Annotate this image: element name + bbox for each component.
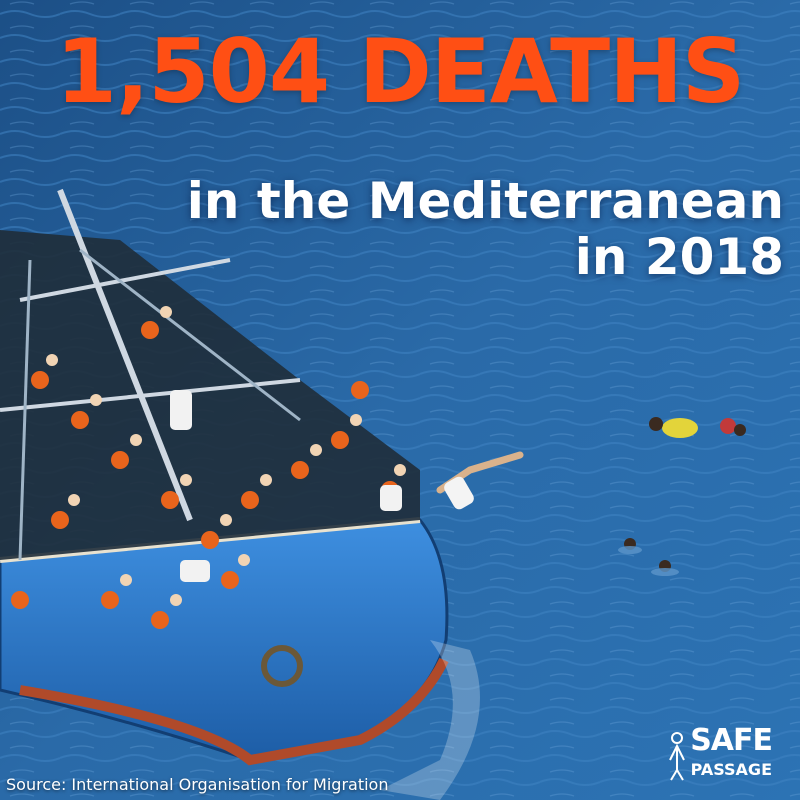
- subheadline-location: in the Mediterranean: [186, 172, 784, 230]
- people-icon: [669, 732, 685, 781]
- safe-passage-logo: SAFE PASSAGE: [666, 726, 784, 786]
- tyre-fender: [261, 645, 303, 687]
- lifejackets: [11, 321, 399, 629]
- logo-word-passage: PASSAGE: [690, 760, 772, 779]
- source-citation: Source: International Organisation for M…: [6, 775, 389, 794]
- migrant-boat: [0, 188, 449, 766]
- jumping-person: [436, 451, 524, 510]
- headline-deaths: 1,504 DEATHS: [55, 20, 745, 123]
- logo-word-safe: SAFE: [690, 723, 773, 758]
- people-in-water: [618, 417, 746, 576]
- white-shirts: [170, 390, 402, 582]
- faces: [46, 306, 406, 606]
- boat-mast: [57, 188, 193, 522]
- crowd-area: [0, 230, 420, 560]
- boat-waterline: [19, 657, 449, 766]
- wake-foam: [380, 640, 480, 800]
- subheadline-year: in 2018: [574, 228, 784, 286]
